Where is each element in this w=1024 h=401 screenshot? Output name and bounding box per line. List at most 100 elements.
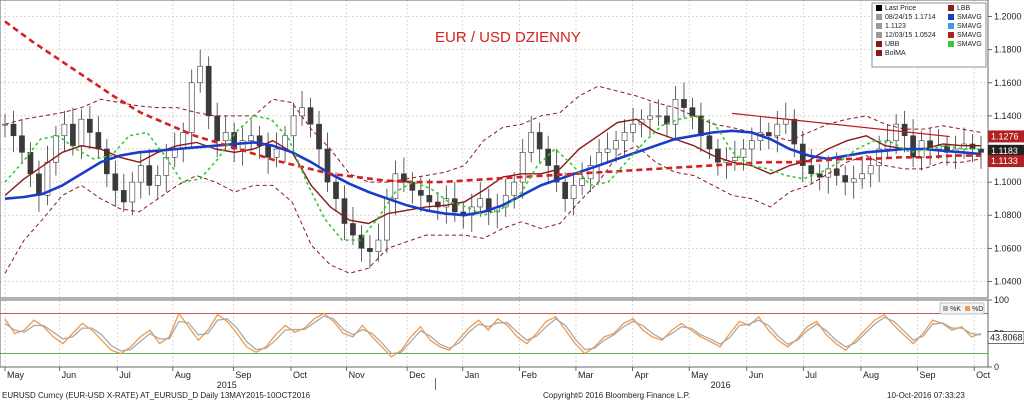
price-tick-label: 1.0400	[994, 276, 1022, 286]
month-label: Nov	[349, 370, 366, 380]
candle-body	[418, 190, 424, 196]
candle-body	[154, 175, 161, 186]
candle-body	[867, 165, 874, 175]
candle-body	[112, 173, 119, 191]
candle-body	[341, 198, 348, 224]
legend-label: 1.1123	[885, 23, 906, 30]
candle-body	[477, 198, 484, 208]
legend-label: LBB	[957, 5, 971, 12]
candle-body	[655, 115, 662, 118]
month-label: Aug	[863, 370, 879, 380]
month-label: Jun	[62, 370, 77, 380]
candle-body	[451, 198, 458, 213]
legend-swatch	[948, 32, 954, 38]
month-label: Jun	[749, 370, 764, 380]
osc-legend: %K %D	[939, 302, 985, 315]
price-tag-box	[988, 144, 1024, 157]
legend-label: 12/03/15 1.0524	[885, 32, 936, 39]
candle-body	[129, 181, 136, 203]
month-label: Jul	[805, 370, 817, 380]
candle-body	[961, 143, 967, 150]
legend-label: SMAVG	[957, 32, 982, 39]
candle-body	[197, 65, 204, 84]
year-label: 2016	[711, 380, 731, 390]
legend-label: UBB	[885, 41, 900, 48]
price-tag-box	[988, 155, 1024, 168]
legend-swatch	[876, 5, 882, 11]
price-series	[2, 20, 984, 274]
candle-body	[256, 135, 263, 146]
month-label: Dec	[409, 370, 426, 380]
candle-body	[307, 107, 314, 125]
candle-body	[706, 135, 713, 150]
candle-body	[791, 118, 798, 145]
candle-body	[562, 181, 568, 199]
legend-swatch	[876, 23, 882, 29]
legend-swatch	[876, 14, 882, 20]
candle-body	[19, 135, 25, 153]
candle-body	[180, 132, 187, 150]
candle-body	[290, 115, 297, 137]
month-label: Jan	[465, 370, 480, 380]
candle-body	[630, 123, 636, 133]
legend-swatch	[876, 41, 882, 47]
candle-body	[901, 123, 908, 137]
price-tag-label: 1.1133	[991, 156, 1018, 166]
candle-body	[774, 123, 781, 137]
legend-label: SMAVG	[957, 23, 982, 30]
candle-body	[579, 178, 585, 186]
osc-tick-label: 0	[994, 362, 999, 372]
price-tick-label: 1.1400	[994, 111, 1022, 121]
legend-swatch	[948, 14, 954, 20]
footer-timestamp: 10-Oct-2016 07:33:23	[887, 391, 965, 400]
legend-swatch	[876, 32, 882, 38]
price-tick-label: 1.0800	[994, 210, 1022, 220]
price-series-4	[4, 129, 982, 217]
price-series-5	[4, 20, 981, 184]
candle-body	[87, 118, 93, 133]
candle-body	[808, 165, 815, 175]
candle-body	[188, 82, 195, 133]
month-label: Apr	[635, 370, 649, 380]
candle-body	[528, 132, 535, 153]
footer-copyright: Copyright© 2016 Bloomberg Finance L.P.	[543, 391, 690, 400]
candle-body	[672, 99, 679, 125]
month-label: May	[691, 370, 709, 380]
candle-body	[613, 140, 619, 150]
month-label: Oct	[976, 370, 991, 380]
price-tag-box	[988, 130, 1024, 143]
price-tick-label: 1.1800	[994, 45, 1022, 55]
candle-body	[95, 132, 102, 150]
footer: EURUSD Curncy (EUR-USD X-RATE) AT_EURUSD…	[2, 391, 965, 400]
candle-body	[732, 156, 738, 161]
candle-body	[78, 118, 85, 146]
candle-body	[978, 148, 984, 153]
candle-body	[664, 115, 670, 125]
legend-swatch	[948, 41, 954, 47]
candle-body	[10, 123, 17, 137]
month-label: May	[7, 370, 25, 380]
candle-body	[214, 115, 221, 142]
month-label: Sep	[235, 370, 251, 380]
candle-body	[333, 181, 339, 199]
candle-body	[536, 132, 543, 150]
month-label: Feb	[521, 370, 537, 380]
candle-body	[70, 123, 76, 146]
osc-legend-d: %D	[972, 306, 983, 313]
candle-body	[816, 173, 823, 178]
legend-label: 08/24/15 1.1714	[885, 14, 936, 21]
candle-body	[511, 181, 518, 196]
candle-body	[859, 173, 866, 180]
legend-label: BolMA	[885, 50, 906, 57]
legend-label: SMAVG	[957, 41, 982, 48]
candle-body	[647, 115, 653, 120]
price-tick-label: 1.2000	[994, 12, 1022, 22]
month-label: Jul	[119, 370, 131, 380]
osc-legend-k: %K	[950, 306, 961, 313]
legend-swatch	[948, 23, 954, 29]
candle-body	[910, 135, 916, 158]
candle-body	[392, 173, 399, 199]
candle-body	[324, 148, 331, 183]
candle-body	[401, 173, 407, 183]
